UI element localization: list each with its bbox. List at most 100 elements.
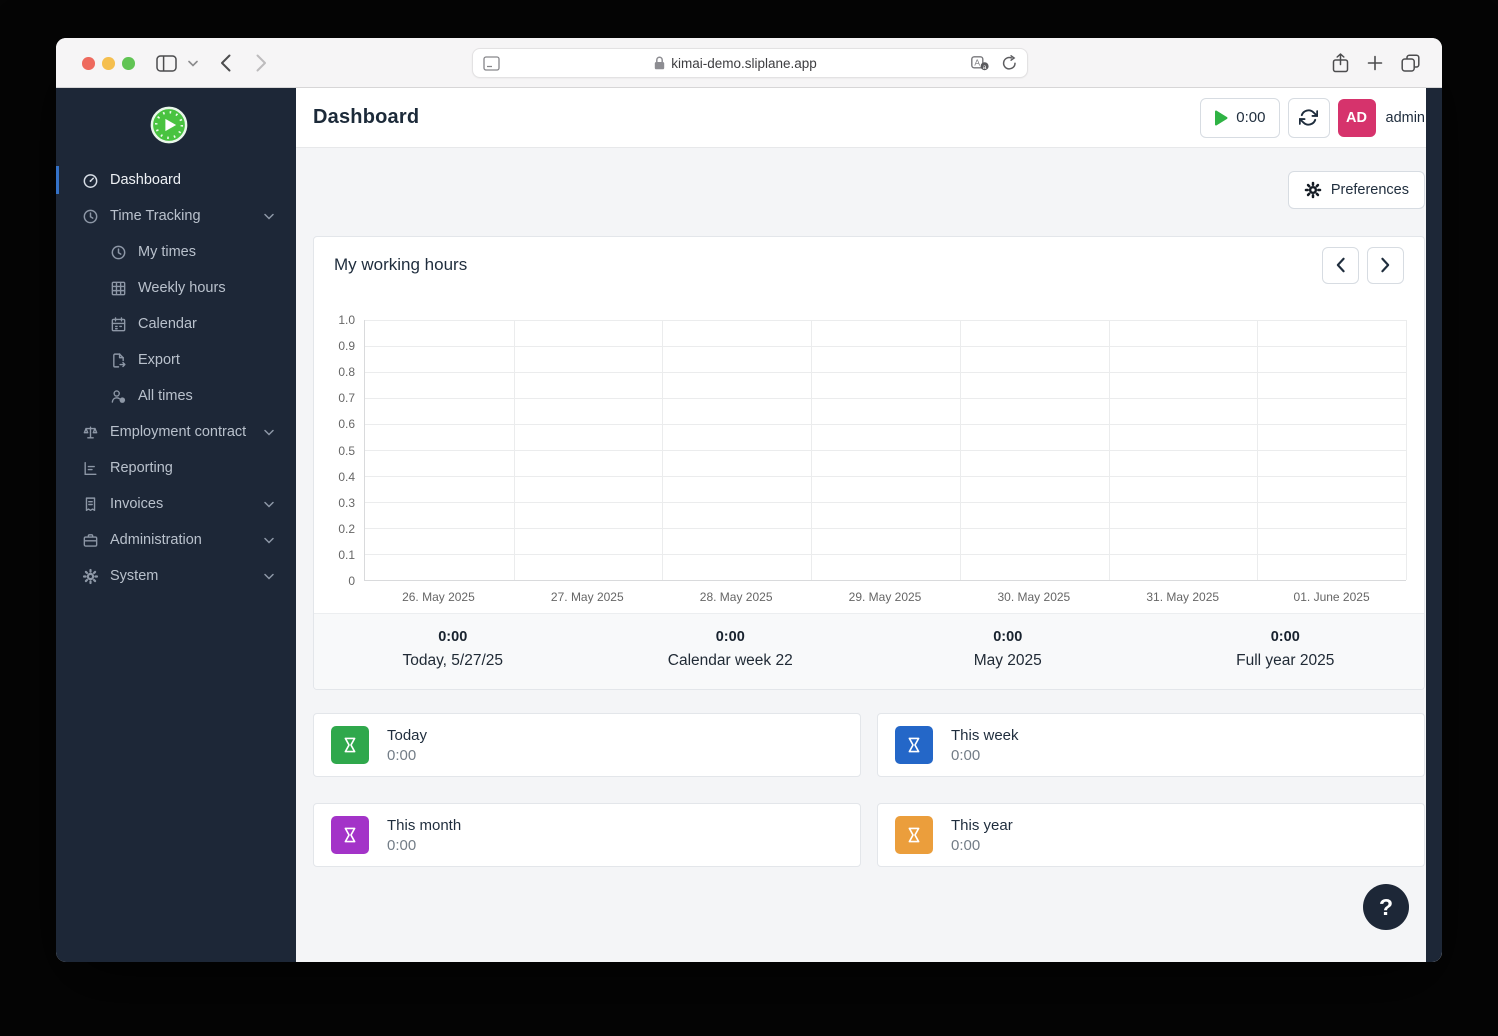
forward-button-icon[interactable] xyxy=(248,38,274,88)
summary-value: 0:00 xyxy=(438,629,468,645)
gear-icon xyxy=(82,568,99,585)
working-hours-chart: 1.0 0.9 0.8 0.7 0.6 0.5 0.4 0.3 0.2 0.1 0 26. May … xyxy=(314,293,1424,613)
y-tick: 0.1 xyxy=(338,547,355,562)
preferences-button[interactable]: Preferences xyxy=(1287,171,1425,209)
sidebar-item-system[interactable]: System xyxy=(56,558,296,594)
main-content: Dashboard 0:00 AD admin xyxy=(296,88,1442,962)
sidebar-item-label: My times xyxy=(138,244,196,260)
sidebar-item-calendar[interactable]: Calendar xyxy=(56,306,296,342)
sidebar-item-label: Employment contract xyxy=(110,424,247,440)
sidebar-item-dashboard[interactable]: Dashboard xyxy=(56,162,296,198)
chart-next-button[interactable] xyxy=(1367,246,1404,284)
y-tick: 1.0 xyxy=(338,313,355,327)
stat-card-this-year[interactable]: This year 0:00 xyxy=(877,803,1425,867)
calendar-icon xyxy=(110,316,127,333)
chevron-down-icon xyxy=(264,537,274,544)
share-icon[interactable] xyxy=(1332,53,1349,73)
reload-icon[interactable] xyxy=(1002,55,1017,71)
traffic-light-minimize-button[interactable] xyxy=(102,57,115,70)
hourglass-icon xyxy=(331,816,369,854)
stat-card-this-week[interactable]: This week 0:00 xyxy=(877,713,1425,777)
chart-prev-button[interactable] xyxy=(1322,246,1359,284)
user-clock-icon xyxy=(110,388,127,405)
stat-value: 0:00 xyxy=(951,836,981,854)
chevron-down-icon xyxy=(264,213,274,220)
summary-value: 0:00 xyxy=(993,629,1023,645)
hourglass-icon xyxy=(895,726,933,764)
stat-card-this-month[interactable]: This month 0:00 xyxy=(313,803,861,867)
stat-value: 0:00 xyxy=(387,836,417,854)
sidebar-item-reporting[interactable]: Reporting xyxy=(56,450,296,486)
recent-activities-button[interactable] xyxy=(1287,97,1330,138)
sidebar-item-label: Calendar xyxy=(138,316,197,332)
traffic-light-zoom-button[interactable] xyxy=(122,57,135,70)
sidebar-item-label: Dashboard xyxy=(110,172,181,188)
gauge-icon xyxy=(82,172,99,189)
sidebar-item-weekly-hours[interactable]: Weekly hours xyxy=(56,270,296,306)
chevron-down-icon xyxy=(264,429,274,436)
summary-year: 0:00 Full year 2025 xyxy=(1147,629,1425,670)
play-icon xyxy=(1214,110,1228,126)
sidebar-item-administration[interactable]: Administration xyxy=(56,522,296,558)
chart-plot xyxy=(364,320,1407,581)
summary-label: Today, 5/27/25 xyxy=(402,652,504,669)
x-tick: 31. May 2025 xyxy=(1146,590,1220,604)
hourglass-icon xyxy=(895,816,933,854)
y-tick: 0.9 xyxy=(338,339,355,354)
tab-overview-icon[interactable] xyxy=(1401,54,1420,72)
sidebar-item-employment-contract[interactable]: Employment contract xyxy=(56,414,296,450)
chart-title: My working hours xyxy=(334,255,468,274)
y-tick: 0.5 xyxy=(338,443,355,458)
help-button[interactable]: ? xyxy=(1363,884,1409,930)
sidebar-toggle-icon[interactable] xyxy=(152,38,180,88)
x-axis-labels: 26. May 2025 27. May 2025 28. May 2025 29. … xyxy=(364,581,1406,613)
sidebar-item-my-times[interactable]: My times xyxy=(56,234,296,270)
invoice-icon xyxy=(82,496,99,513)
user-avatar[interactable]: AD xyxy=(1337,98,1376,137)
sidebar-item-export[interactable]: Export xyxy=(56,342,296,378)
stat-card-today[interactable]: Today 0:00 xyxy=(313,713,861,777)
sidebar-item-label: Time Tracking xyxy=(110,208,201,224)
page-settings-icon[interactable] xyxy=(483,55,500,71)
traffic-light-close-button[interactable] xyxy=(82,57,95,70)
x-tick: 30. May 2025 xyxy=(997,590,1071,604)
working-hours-summary: 0:00 Today, 5/27/25 0:00 Calendar week 2… xyxy=(314,613,1424,689)
sidebar-item-label: System xyxy=(110,568,159,584)
x-tick: 29. May 2025 xyxy=(848,590,922,604)
summary-today: 0:00 Today, 5/27/25 xyxy=(314,629,592,670)
summary-value: 0:00 xyxy=(1270,629,1300,645)
page-scrollbar-track[interactable] xyxy=(1426,88,1442,962)
new-tab-icon[interactable] xyxy=(1367,55,1383,71)
kimai-logo-icon[interactable] xyxy=(150,106,188,144)
stat-value: 0:00 xyxy=(951,746,981,764)
gear-icon xyxy=(1304,181,1322,199)
sidebar-item-label: Administration xyxy=(110,532,202,548)
y-tick: 0.6 xyxy=(338,417,355,432)
sidebar-item-invoices[interactable]: Invoices xyxy=(56,486,296,522)
sidebar-item-label: Export xyxy=(138,352,180,368)
clock-icon xyxy=(82,208,99,225)
refresh-icon xyxy=(1299,108,1318,127)
chevron-down-icon xyxy=(264,501,274,508)
sidebar-item-all-times[interactable]: All times xyxy=(56,378,296,414)
report-icon xyxy=(82,460,99,477)
summary-label: May 2025 xyxy=(973,652,1042,669)
hourglass-icon xyxy=(331,726,369,764)
stat-label: Today xyxy=(387,726,428,744)
start-timer-button[interactable]: 0:00 xyxy=(1200,97,1280,138)
stat-label: This week xyxy=(951,726,1019,744)
grid-icon xyxy=(110,280,127,297)
sidebar-item-time-tracking[interactable]: Time Tracking xyxy=(56,198,296,234)
sidebar-nav: Dashboard Time Tracking My times xyxy=(56,162,296,594)
sidebar-item-label: Weekly hours xyxy=(138,280,226,296)
dashboard-content: Preferences My working hours xyxy=(296,148,1442,962)
y-axis-ticks: 1.0 0.9 0.8 0.7 0.6 0.5 0.4 0.3 0.2 0.1 0 xyxy=(326,313,364,588)
url-text: kimai-demo.sliplane.app xyxy=(671,55,817,71)
chevron-down-icon[interactable] xyxy=(184,38,202,88)
back-button-icon[interactable] xyxy=(212,38,238,88)
stat-label: This month xyxy=(387,816,462,834)
